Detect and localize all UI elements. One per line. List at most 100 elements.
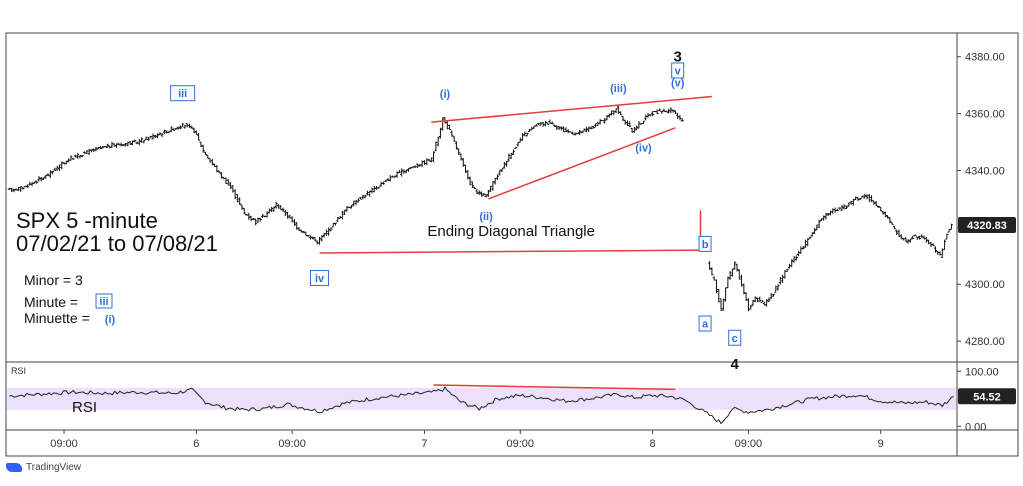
price-bar <box>306 235 310 237</box>
price-bar <box>450 130 454 137</box>
price-bar <box>482 192 486 196</box>
price-bar <box>112 143 116 147</box>
price-bar <box>452 136 456 142</box>
tradingview-brand: TradingView <box>6 462 81 473</box>
price-bar <box>915 236 919 241</box>
price-bar <box>523 131 527 137</box>
price-bar <box>772 293 775 297</box>
price-bar <box>432 151 436 163</box>
price-bar <box>835 208 839 212</box>
time-tick-label: 09:00 <box>507 438 535 450</box>
price-bar <box>546 122 550 125</box>
time-tick-label: 09:00 <box>50 438 78 450</box>
price-bar <box>404 169 408 174</box>
price-bar <box>254 218 258 226</box>
price-bar <box>370 187 374 194</box>
price-bar <box>792 256 796 263</box>
price-tick-label: 4380.00 <box>965 52 1005 64</box>
price-bar <box>454 141 458 150</box>
price-bar <box>509 152 513 160</box>
wave-label-text: c <box>732 333 738 345</box>
price-bar <box>673 110 677 114</box>
price-bar <box>749 305 753 310</box>
price-bar <box>343 209 347 215</box>
price-bar <box>543 120 547 127</box>
price-bar <box>589 126 593 130</box>
price-bar <box>201 144 205 153</box>
price-bar <box>128 141 132 145</box>
price-bar <box>89 149 93 153</box>
price-bar <box>320 235 324 242</box>
price-bar <box>584 126 588 133</box>
price-bar <box>352 200 356 207</box>
trendlines: Ending Diagonal Triangle <box>319 95 712 391</box>
price-bar <box>393 175 397 178</box>
wave-label-box <box>170 85 196 102</box>
price-bar <box>555 125 559 130</box>
tradingview-brand-text: TradingView <box>26 462 82 473</box>
price-bar <box>621 115 625 122</box>
price-bar <box>774 285 778 293</box>
wave-label-text: (ii) <box>479 211 493 223</box>
price-bar <box>133 139 137 143</box>
price-bar <box>397 169 401 173</box>
price-bar <box>801 246 805 250</box>
price-bar <box>895 229 899 235</box>
price-bar <box>92 148 96 152</box>
price-bar <box>537 122 541 125</box>
price-bar <box>906 238 910 244</box>
price-bar <box>719 298 723 311</box>
price-bar <box>140 137 144 143</box>
rsi-divergence-line <box>433 384 676 391</box>
price-bar <box>484 193 488 198</box>
price-bar <box>381 181 385 185</box>
price-bar <box>810 232 814 237</box>
price-bar <box>480 191 483 197</box>
price-bar <box>192 127 196 134</box>
rsi-panel-label: RSI <box>72 399 97 416</box>
price-bar <box>69 155 73 161</box>
price-bar <box>838 207 842 210</box>
price-bar <box>924 237 928 243</box>
price-bar <box>913 234 917 237</box>
price-bar <box>680 118 684 122</box>
price-bar <box>274 201 278 209</box>
legend-minute-label: Minute = <box>24 294 78 310</box>
price-bar <box>203 151 207 156</box>
price-bar <box>728 270 732 280</box>
price-bar <box>863 193 867 199</box>
price-bar <box>614 108 618 113</box>
price-bar <box>427 158 431 162</box>
price-bar <box>637 121 641 129</box>
price-bar <box>904 236 908 242</box>
price-bar <box>71 157 75 160</box>
price-bar <box>283 210 287 217</box>
price-bar <box>785 268 789 272</box>
time-tick-label: 09:00 <box>735 438 763 450</box>
price-bar <box>667 108 671 114</box>
price-bar <box>756 297 760 303</box>
price-bar <box>737 269 741 280</box>
price-bar <box>678 115 682 121</box>
wave-label-text: iii <box>178 88 187 100</box>
price-bar <box>760 299 764 304</box>
time-tick-label: 6 <box>193 438 199 450</box>
price-bar <box>441 117 445 131</box>
price-bar <box>308 235 312 240</box>
price-bar <box>384 179 388 182</box>
price-bar <box>258 217 262 222</box>
price-bar <box>144 136 148 141</box>
price-bar <box>169 126 173 133</box>
price-bar <box>26 184 30 188</box>
price-bar <box>21 186 25 190</box>
price-bar <box>459 153 463 161</box>
price-bar <box>626 120 629 127</box>
price-bar <box>899 234 903 240</box>
price-bar <box>669 107 673 114</box>
tradingview-logo-icon <box>6 463 22 472</box>
legend-minuette-label: Minuette = <box>24 310 90 326</box>
time-tick-label: 9 <box>878 438 884 450</box>
price-bar <box>498 169 502 176</box>
price-bar <box>32 181 36 184</box>
price-bar <box>500 168 504 172</box>
